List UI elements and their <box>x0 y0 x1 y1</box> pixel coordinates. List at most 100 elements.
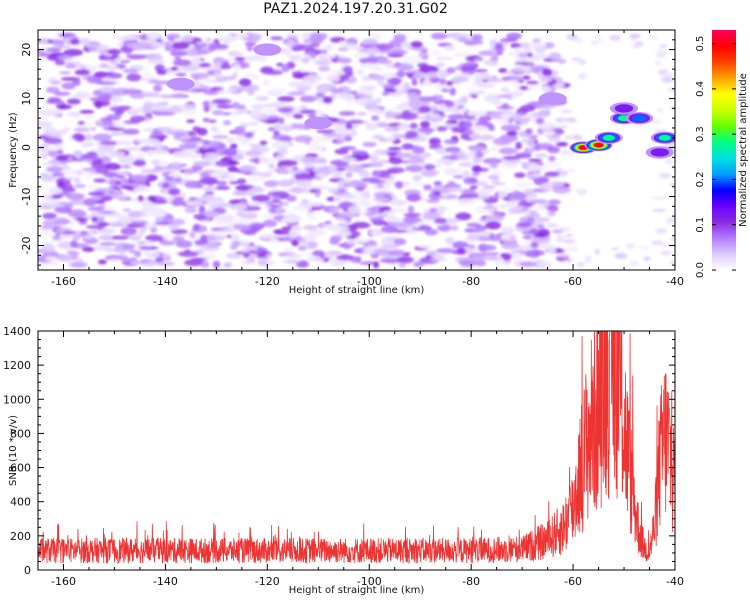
heatmap-cell <box>471 34 483 41</box>
heatmap-cell <box>184 167 195 175</box>
heatmap-cell <box>327 224 344 232</box>
heatmap-feature <box>166 77 195 91</box>
heatmap-cell <box>356 112 368 116</box>
heatmap-cell <box>526 52 534 57</box>
heatmap-y-tick-label: -20 <box>20 237 33 255</box>
heatmap-cell <box>119 178 129 185</box>
heatmap-cell <box>86 76 100 84</box>
heatmap-cell <box>548 52 562 61</box>
heatmap-cell <box>531 238 551 243</box>
heatmap-cell <box>131 161 147 166</box>
heatmap-cell <box>303 234 318 241</box>
heatmap-cell <box>74 134 86 142</box>
heatmap-cell <box>70 240 78 248</box>
heatmap-cell <box>167 106 175 113</box>
heatmap-cell <box>284 253 303 259</box>
heatmap-cell <box>270 141 291 150</box>
heatmap-cell <box>339 219 348 225</box>
heatmap-cell <box>82 235 94 240</box>
heatmap-cell <box>629 261 640 266</box>
heatmap-cell <box>174 177 182 183</box>
heatmap-cell <box>370 218 385 224</box>
heatmap-cell <box>362 141 377 148</box>
heatmap-cell <box>176 192 187 197</box>
heatmap-cell <box>143 104 152 113</box>
heatmap-cell <box>471 164 482 173</box>
heatmap-cell <box>43 137 63 145</box>
heatmap-cell <box>492 137 512 146</box>
heatmap-cell <box>233 63 242 72</box>
heatmap-cell <box>454 257 475 262</box>
heatmap-cell <box>218 214 235 221</box>
heatmap-cell <box>204 152 219 157</box>
heatmap-cell <box>501 103 510 109</box>
heatmap-cell <box>422 79 431 87</box>
heatmap-cell <box>307 229 327 236</box>
heatmap-cell <box>200 177 219 185</box>
heatmap-cell <box>361 75 371 82</box>
heatmap-cell <box>452 174 465 179</box>
heatmap-cell <box>90 127 97 131</box>
heatmap-cell <box>172 41 190 50</box>
snr-x-tick-label: -160 <box>51 575 76 588</box>
snr-x-tick-label: -60 <box>564 575 582 588</box>
heatmap-cell <box>148 209 167 218</box>
heatmap-cell <box>315 46 335 50</box>
heatmap-cell <box>498 147 518 155</box>
heatmap-cell <box>63 48 84 57</box>
heatmap-cell <box>435 56 453 61</box>
heatmap-feature <box>594 142 603 148</box>
heatmap-cell <box>531 146 542 151</box>
heatmap-cell <box>356 69 364 76</box>
heatmap-cell <box>192 80 202 89</box>
heatmap-cell <box>281 63 291 72</box>
heatmap-cell <box>93 244 110 251</box>
heatmap-cell <box>172 93 186 98</box>
heatmap-cell <box>358 199 373 208</box>
heatmap-cell <box>47 109 62 117</box>
heatmap-cell <box>535 217 551 222</box>
heatmap-cell <box>328 207 344 211</box>
heatmap-cell <box>429 113 441 119</box>
heatmap-cell <box>431 49 442 57</box>
heatmap-cell <box>482 185 496 189</box>
heatmap-cell <box>638 245 651 251</box>
heatmap-cell <box>317 65 331 72</box>
heatmap-cell <box>574 39 584 44</box>
heatmap-cell <box>87 184 102 191</box>
heatmap-cell <box>142 70 150 78</box>
snr-plot-area <box>38 331 675 565</box>
heatmap-cell <box>229 244 239 250</box>
heatmap-cell <box>230 234 240 242</box>
heatmap-cell <box>58 187 76 193</box>
heatmap-cell <box>276 154 286 160</box>
heatmap-cell <box>365 122 379 131</box>
heatmap-cell <box>650 119 662 124</box>
heatmap-cell <box>529 199 548 204</box>
heatmap-cell <box>394 181 404 189</box>
heatmap-cell <box>492 170 501 176</box>
heatmap-cell <box>565 233 573 238</box>
heatmap-cell <box>562 152 577 157</box>
heatmap-cell <box>74 91 91 100</box>
heatmap-cell <box>522 235 532 239</box>
heatmap-cell <box>343 243 352 250</box>
heatmap-cell <box>451 126 467 133</box>
heatmap-cell <box>251 194 271 203</box>
heatmap-cell <box>476 83 496 89</box>
heatmap-cell <box>328 164 338 173</box>
heatmap-cell <box>67 98 81 105</box>
heatmap-cell <box>280 216 301 224</box>
heatmap-cell <box>504 75 523 81</box>
heatmap-cell <box>466 244 476 249</box>
heatmap-cell <box>387 147 402 151</box>
heatmap-cell <box>263 219 278 228</box>
heatmap-cell <box>529 67 543 73</box>
heatmap-cell <box>444 100 455 108</box>
heatmap-cell <box>71 78 81 86</box>
heatmap-cell <box>261 212 275 219</box>
heatmap-cell <box>350 130 358 137</box>
heatmap-cell <box>198 63 212 68</box>
heatmap-cell <box>122 89 143 94</box>
heatmap-cell <box>191 88 208 92</box>
